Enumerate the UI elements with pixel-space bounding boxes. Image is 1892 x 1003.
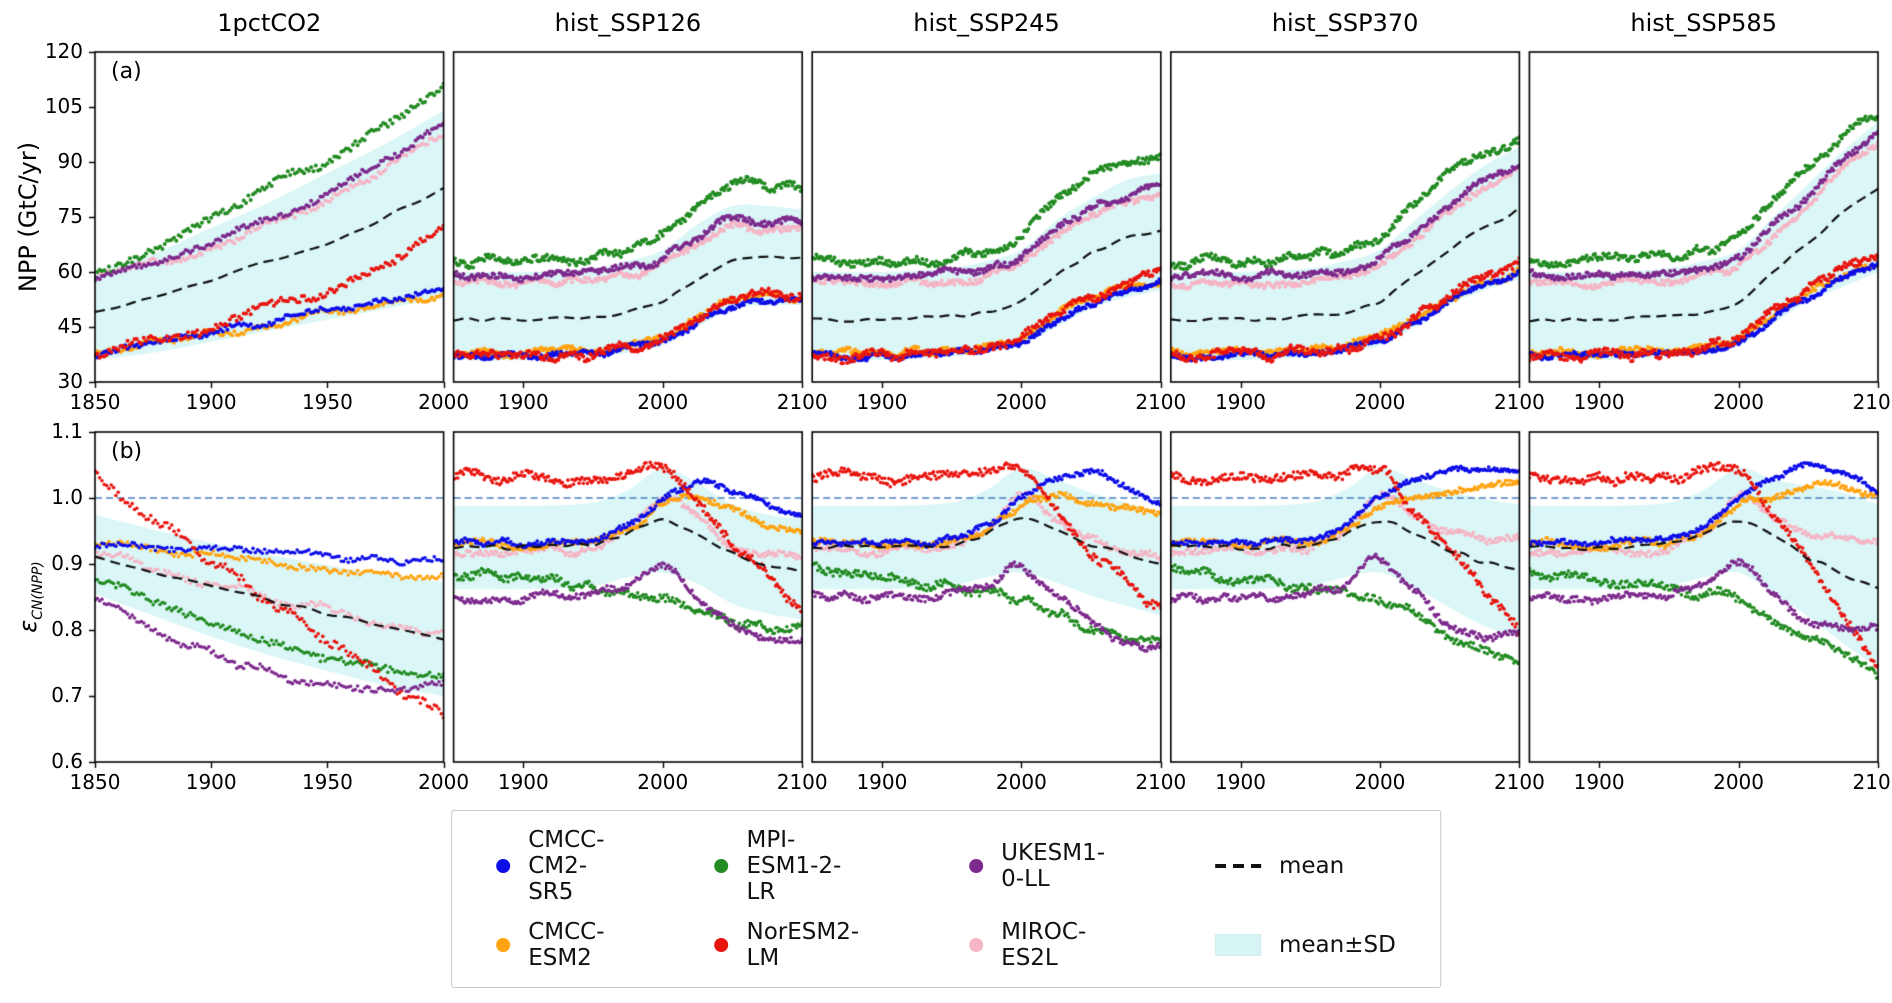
epsilon-subscript: CN(NPP): [29, 561, 46, 620]
legend-item-mean-sd: mean±SD: [1215, 919, 1396, 971]
legend-item-cmcc-esm2: CMCC-ESM2: [496, 919, 605, 971]
legend-item-noresm2-lm: NorESM2-LM: [714, 919, 860, 971]
legend-label: MPI-ESM1-2-LR: [746, 827, 842, 905]
legend-label: mean: [1279, 853, 1345, 879]
legend-dot-icon: [714, 938, 729, 952]
legend-item-cmcc-cm2-sr5: CMCC-CM2-SR5: [496, 827, 605, 905]
legend: CMCC-CM2-SR5 CMCC-ESM2 MPI-ESM1-2-LR NorESM…: [451, 810, 1441, 988]
legend-label: CMCC-ESM2: [528, 919, 605, 971]
legend-label: CMCC-CM2-SR5: [528, 827, 605, 905]
legend-label: MIROC-ES2L: [1001, 919, 1087, 971]
epsilon-symbol: ε: [14, 619, 43, 633]
legend-item-mean: mean: [1215, 827, 1396, 905]
legend-item-ukesm1-0-ll: UKESM1-0-LL: [969, 827, 1105, 905]
legend-dot-icon: [969, 859, 984, 873]
legend-item-miroc-es2l: MIROC-ES2L: [969, 919, 1105, 971]
y-axis-label-npp: NPP (GtC/yr): [14, 141, 42, 293]
legend-dot-icon: [496, 938, 511, 952]
legend-dash-line-icon: [1215, 864, 1261, 868]
legend-shading-patch-icon: [1215, 934, 1261, 956]
legend-label: NorESM2-LM: [746, 919, 860, 971]
legend-dot-icon: [714, 859, 729, 873]
legend-label: mean±SD: [1279, 932, 1396, 958]
y-axis-label-epsilon: εCN(NPP): [14, 561, 46, 633]
legend-label: UKESM1-0-LL: [1001, 840, 1105, 892]
legend-dot-icon: [969, 938, 984, 952]
legend-dot-icon: [496, 859, 511, 873]
legend-item-mpi-esm1-2-lr: MPI-ESM1-2-LR: [714, 827, 860, 905]
